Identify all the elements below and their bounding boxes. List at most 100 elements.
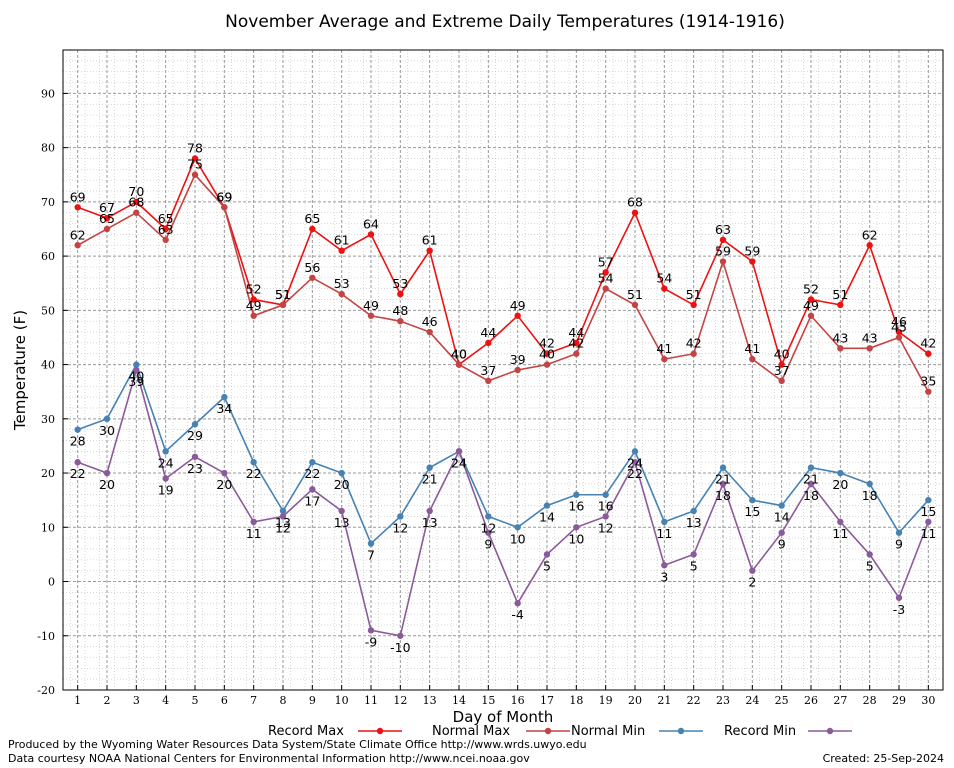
- data-label-normal-min: 9: [895, 537, 903, 552]
- point-record-max: [749, 258, 756, 265]
- data-label-record-min: 5: [690, 558, 698, 573]
- point-record-max: [191, 155, 199, 162]
- data-label-normal-min: 29: [187, 428, 203, 443]
- x-tick-label: 6: [221, 694, 228, 707]
- point-record-min: [543, 551, 551, 558]
- data-label-record-min: -9: [365, 634, 378, 649]
- x-tick-label: 25: [775, 694, 789, 707]
- data-label-record-max: 57: [598, 254, 614, 269]
- series-record-max: [74, 155, 932, 368]
- data-label-normal-min: 14: [774, 510, 790, 525]
- point-normal-min: [191, 421, 199, 428]
- data-label-record-max: 61: [422, 233, 438, 248]
- data-label-record-max: 61: [334, 233, 350, 248]
- data-label-record-min: 10: [568, 531, 584, 546]
- data-label-record-max: 69: [70, 189, 86, 204]
- point-record-min: [74, 459, 81, 466]
- point-record-max: [631, 209, 639, 216]
- x-tick-label: 27: [833, 694, 847, 707]
- footer-created-date: Created: 25-Sep-2024: [822, 752, 944, 765]
- data-label-normal-max: 69: [216, 189, 232, 204]
- x-tick-label: 22: [687, 694, 701, 707]
- data-label-record-min: -4: [511, 607, 524, 622]
- data-label-record-max: 51: [275, 287, 291, 302]
- point-normal-max: [309, 274, 316, 281]
- data-label-normal-min: 12: [480, 520, 496, 535]
- data-label-normal-min: 20: [334, 477, 350, 492]
- point-record-min: [103, 469, 111, 477]
- series-layer: [74, 155, 932, 639]
- point-normal-min: [103, 415, 111, 423]
- data-label-normal-min: 24: [627, 455, 643, 470]
- data-label-record-min: 22: [627, 466, 643, 481]
- data-label-record-max: 78: [187, 140, 203, 155]
- data-label-normal-max: 39: [510, 352, 526, 367]
- y-axis-ticks: -20 -10 0 10 20 30 40 50 60 70 80 90: [37, 87, 68, 697]
- data-label-record-max: 53: [392, 276, 408, 291]
- data-label-normal-max: 48: [392, 303, 408, 318]
- data-label-record-min: 17: [304, 493, 320, 508]
- point-normal-max: [279, 301, 287, 309]
- point-normal-min: [690, 507, 697, 515]
- point-normal-max: [455, 361, 463, 368]
- point-normal-max: [690, 350, 697, 357]
- point-normal-max: [602, 285, 609, 292]
- grid: [63, 49, 943, 690]
- point-record-max: [426, 247, 433, 254]
- data-label-normal-max: 49: [246, 298, 262, 313]
- data-label-record-min: 13: [422, 515, 438, 530]
- point-normal-min: [631, 448, 639, 455]
- data-label-normal-min: 12: [392, 520, 408, 535]
- data-label-normal-min: 24: [451, 455, 467, 470]
- data-label-normal-max: 59: [715, 244, 731, 259]
- point-normal-max: [719, 258, 727, 265]
- point-normal-min: [514, 524, 521, 531]
- data-label-record-min: 20: [99, 477, 115, 492]
- point-record-min: [573, 524, 580, 531]
- legend-label: Normal Min: [571, 724, 645, 739]
- point-normal-max: [837, 345, 844, 352]
- point-record-max: [602, 269, 609, 276]
- point-record-min: [866, 551, 873, 558]
- x-tick-label: 12: [393, 694, 407, 707]
- x-tick-label: 1: [74, 694, 81, 707]
- data-label-normal-max: 62: [70, 227, 86, 242]
- point-record-min: [455, 448, 463, 455]
- data-label-normal-max: 51: [275, 287, 291, 302]
- point-record-max: [133, 198, 140, 206]
- point-record-max: [103, 214, 111, 222]
- point-normal-min: [807, 464, 815, 471]
- data-label-record-max: 44: [480, 325, 496, 340]
- y-tick-label: -10: [37, 630, 55, 643]
- point-normal-max: [191, 171, 199, 178]
- data-label-normal-min: 22: [246, 466, 262, 481]
- point-record-min: [778, 529, 785, 536]
- point-record-min: [162, 475, 169, 482]
- data-label-normal-max: 63: [158, 222, 174, 237]
- point-record-min: [191, 453, 199, 460]
- data-label-record-min: 12: [275, 520, 291, 535]
- data-label-record-max: 40: [774, 347, 790, 362]
- data-label-normal-max: 56: [304, 260, 320, 275]
- data-label-normal-max: 45: [891, 319, 907, 334]
- x-tick-label: 7: [250, 694, 257, 707]
- data-label-record-max: 42: [539, 336, 555, 351]
- data-label-normal-max: 49: [803, 298, 819, 313]
- data-label-record-max: 40: [451, 347, 467, 362]
- x-tick-label: 4: [162, 694, 169, 707]
- x-tick-label: 29: [892, 694, 906, 707]
- point-record-max: [397, 290, 404, 298]
- point-record-min: [837, 518, 844, 526]
- data-label-normal-min: 13: [275, 515, 291, 530]
- data-label-record-max: 51: [832, 287, 848, 302]
- point-record-min: [338, 507, 345, 515]
- data-label-normal-max: 68: [128, 195, 144, 210]
- x-tick-label: 9: [309, 694, 316, 707]
- legend: Record Max Normal Max Normal Min Record Min: [268, 724, 852, 739]
- data-label-normal-min: 10: [510, 531, 526, 546]
- data-label-record-max: 68: [627, 195, 643, 210]
- x-tick-label: 17: [540, 694, 554, 707]
- point-normal-max: [367, 312, 375, 319]
- data-label-record-min: 5: [543, 558, 551, 573]
